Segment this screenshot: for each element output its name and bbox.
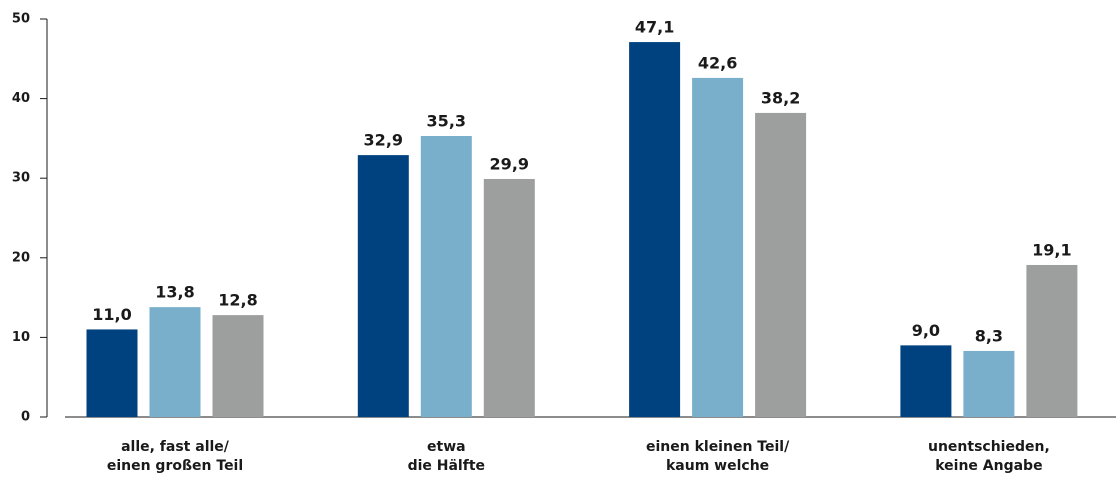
x-tick-label: kaum welche	[666, 458, 769, 474]
bar	[483, 178, 535, 417]
value-label: 35,3	[427, 112, 466, 131]
value-label: 32,9	[364, 131, 403, 150]
value-label: 42,6	[698, 53, 737, 72]
x-tick-label: unentschieden,	[928, 439, 1050, 455]
bar	[86, 329, 138, 417]
bar	[357, 155, 409, 417]
bar	[900, 345, 952, 417]
value-label: 13,8	[155, 283, 194, 302]
x-tick-label: keine Angabe	[935, 458, 1042, 474]
value-label: 29,9	[490, 154, 529, 173]
y-tick-label: 30	[12, 171, 30, 186]
value-label: 47,1	[635, 18, 674, 37]
y-tick-label: 50	[12, 12, 30, 27]
y-tick-label: 0	[21, 410, 30, 425]
y-tick-label: 10	[12, 330, 30, 345]
bar	[420, 136, 472, 417]
value-label: 19,1	[1032, 240, 1071, 259]
bar	[1026, 264, 1078, 417]
bar	[692, 77, 744, 418]
value-label: 9,0	[912, 321, 940, 340]
value-label: 11,0	[92, 305, 131, 324]
bar	[212, 315, 264, 417]
bar	[149, 307, 201, 417]
x-tick-label: einen großen Teil	[107, 458, 243, 474]
bar	[629, 42, 681, 418]
y-tick-label: 20	[12, 250, 30, 265]
value-label: 12,8	[218, 291, 257, 310]
x-tick-label: etwa	[427, 439, 466, 455]
value-label: 38,2	[761, 88, 800, 107]
y-tick-label: 40	[12, 91, 30, 106]
x-tick-label: alle, fast alle/	[121, 439, 230, 455]
x-tick-label: einen kleinen Teil/	[646, 439, 790, 455]
bar	[963, 350, 1015, 417]
value-label: 8,3	[975, 326, 1003, 345]
bar	[755, 112, 807, 417]
x-tick-label: die Hälfte	[408, 458, 485, 474]
